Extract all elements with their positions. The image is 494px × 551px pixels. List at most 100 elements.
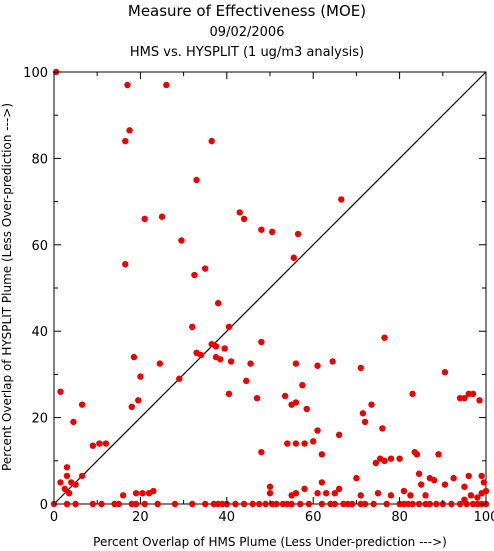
data-point	[163, 81, 170, 89]
data-point	[415, 500, 423, 508]
data-point	[126, 127, 133, 134]
data-point	[292, 490, 300, 497]
data-point	[189, 500, 196, 508]
data-point	[89, 442, 97, 449]
y-tick-label: 100	[23, 66, 48, 81]
data-point	[154, 500, 161, 508]
data-point	[456, 500, 464, 508]
data-point	[467, 492, 475, 499]
data-point	[208, 137, 215, 145]
data-point	[240, 215, 248, 223]
data-point	[225, 390, 233, 398]
data-point	[409, 390, 416, 398]
data-point	[314, 490, 321, 497]
data-point	[379, 425, 386, 432]
data-point	[281, 392, 289, 400]
data-point	[435, 451, 442, 458]
data-point	[415, 470, 423, 477]
data-point	[150, 487, 157, 495]
data-point	[258, 226, 265, 233]
x-tick-label: 60	[305, 510, 322, 525]
one-to-one-line	[53, 71, 487, 505]
data-point	[202, 500, 209, 508]
data-point	[63, 464, 71, 471]
data-point	[441, 369, 449, 376]
data-point	[122, 137, 129, 145]
data-point	[124, 81, 131, 89]
y-tick-label: 80	[31, 152, 48, 167]
data-point	[305, 500, 313, 508]
data-point	[433, 500, 440, 508]
data-point	[372, 459, 380, 467]
data-point	[461, 483, 468, 490]
data-point	[301, 485, 308, 493]
data-point	[132, 500, 140, 508]
data-point	[292, 440, 300, 447]
data-point	[478, 472, 485, 480]
chart-title: Measure of Effectiveness (MOE)	[128, 2, 366, 20]
data-point	[61, 485, 68, 493]
data-point	[65, 490, 73, 497]
data-point	[331, 490, 338, 497]
data-point	[329, 358, 336, 365]
data-point	[318, 451, 326, 458]
y-tick-label: 0	[40, 498, 48, 513]
data-point	[70, 418, 77, 426]
data-point	[141, 215, 148, 223]
data-point	[139, 490, 146, 497]
data-point	[450, 474, 457, 482]
data-point	[361, 418, 369, 426]
data-point	[189, 323, 196, 331]
data-point	[236, 209, 243, 216]
data-point	[413, 451, 421, 458]
data-point	[303, 405, 310, 413]
data-point	[400, 487, 408, 495]
data-point	[335, 485, 343, 493]
data-point	[227, 358, 235, 365]
data-point	[474, 494, 481, 501]
data-point	[381, 457, 388, 464]
data-point	[202, 265, 209, 272]
y-tick-label: 40	[31, 325, 48, 340]
data-point	[314, 362, 321, 369]
data-point	[465, 472, 472, 480]
data-point	[225, 323, 233, 331]
data-point	[57, 479, 64, 486]
data-point	[292, 399, 300, 406]
data-point	[368, 401, 375, 408]
data-point	[258, 448, 265, 456]
data-point	[214, 299, 222, 307]
data-point	[465, 390, 472, 398]
data-point	[72, 481, 79, 488]
data-point	[132, 490, 140, 497]
data-point	[247, 360, 254, 367]
data-point	[217, 356, 224, 363]
data-point	[128, 403, 135, 410]
data-point	[258, 338, 265, 346]
data-point	[476, 397, 483, 404]
data-point	[141, 500, 148, 508]
x-tick-label: 20	[132, 510, 149, 525]
data-point	[409, 500, 416, 508]
data-point	[256, 500, 263, 508]
data-point	[396, 455, 403, 462]
data-point	[480, 479, 488, 486]
data-point	[115, 500, 123, 508]
data-point	[353, 474, 360, 482]
data-point	[387, 492, 395, 499]
data-point	[338, 196, 345, 203]
data-point	[426, 500, 434, 508]
data-point	[193, 176, 200, 184]
data-point	[463, 500, 470, 508]
data-point	[292, 360, 300, 367]
data-point	[381, 334, 388, 341]
data-point	[383, 500, 390, 508]
data-point	[135, 397, 142, 404]
x-tick-label: 0	[50, 510, 58, 525]
data-point	[249, 500, 256, 508]
data-point	[232, 500, 239, 508]
data-point	[63, 472, 71, 480]
data-point	[240, 500, 248, 508]
data-point	[122, 261, 129, 268]
x-axis-label: Percent Overlap of HMS Plume (Less Under…	[93, 535, 447, 549]
